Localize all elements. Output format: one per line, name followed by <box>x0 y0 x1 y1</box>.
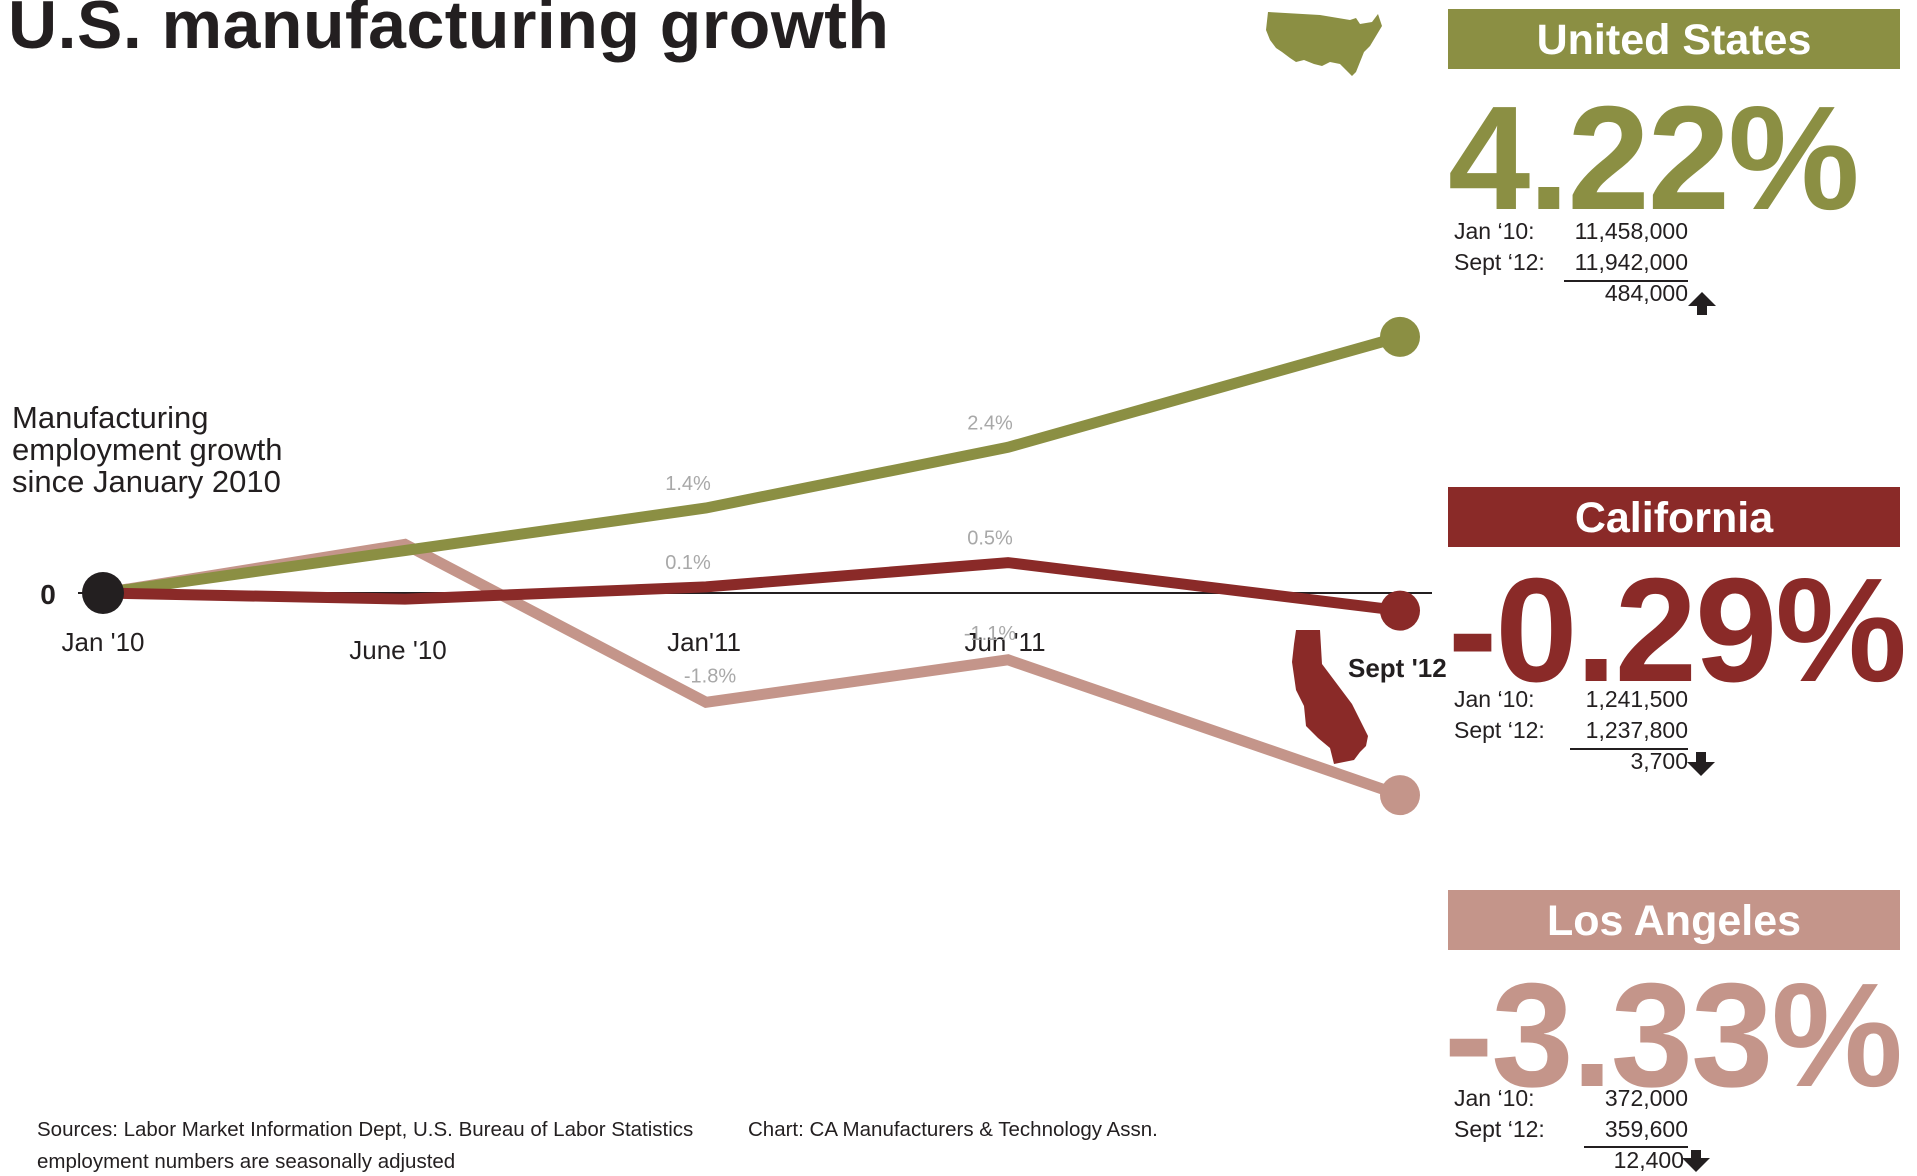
stat-value: 11,942,000 <box>1574 249 1688 275</box>
data-label: 0.1% <box>665 552 711 574</box>
stat-diff: 484,000 <box>1604 280 1688 306</box>
x-tick-label: Sept '12 <box>1348 653 1447 683</box>
panel-title: Los Angeles <box>1448 890 1900 950</box>
panel-title: California <box>1448 487 1900 547</box>
panel-title: United States <box>1448 9 1900 69</box>
panel-united-states: United States 4.22% Jan ‘10: 11,458,000 … <box>1448 9 1900 315</box>
arrow-stem <box>1691 1150 1701 1160</box>
zero-tick-label: 0 <box>40 579 56 610</box>
stat-value: 1,241,500 <box>1585 686 1688 712</box>
stat-diff: 3,700 <box>1630 748 1688 774</box>
panel-los-angeles: Los Angeles -3.33% <box>1444 890 1903 1110</box>
arrow-stem <box>1696 752 1706 762</box>
data-label: 0.5% <box>967 528 1013 550</box>
stat-value: 359,600 <box>1604 1116 1688 1142</box>
series-start-point <box>82 572 124 614</box>
california-map-icon <box>1292 630 1368 764</box>
x-tick-label: Jan'11 <box>667 627 741 657</box>
stat-label: Jan ‘10: <box>1454 218 1535 244</box>
series-end-point-ca <box>1380 590 1420 631</box>
stat-value: 11,458,000 <box>1574 218 1688 244</box>
data-label: -1.1% <box>964 623 1016 645</box>
us-map-icon <box>1266 12 1382 76</box>
sum-rule <box>1570 748 1688 750</box>
x-tick-label: Jan '10 <box>61 627 144 657</box>
x-tick-label: Jun '11 <box>964 627 1045 657</box>
series-line-ca <box>102 557 1401 617</box>
sum-rule <box>1584 1146 1688 1148</box>
x-tick-label: June '10 <box>349 635 447 665</box>
stat-value: 1,237,800 <box>1585 717 1688 743</box>
footer-note: employment numbers are seasonally adjust… <box>37 1150 456 1173</box>
stat-label: Sept ‘12: <box>1454 717 1545 743</box>
arrow-down-icon <box>1682 1158 1710 1172</box>
footer-credit: Chart: CA Manufacturers & Technology Ass… <box>748 1118 1158 1141</box>
stat-label: Jan ‘10: <box>1454 1085 1535 1111</box>
data-label: 1.4% <box>665 473 711 495</box>
percent-change: -3.33% <box>1444 953 1903 1118</box>
stats-block-los-angeles: Jan ‘10: 372,000 Sept ‘12: 359,600 12,40… <box>1454 1083 1714 1173</box>
arrow-up-icon <box>1688 292 1716 306</box>
stat-label: Sept ‘12: <box>1454 1116 1545 1142</box>
stat-value: 372,000 <box>1604 1085 1688 1111</box>
arrow-down-icon <box>1687 762 1715 776</box>
data-label: -1.8% <box>684 665 736 687</box>
footer-sources: Sources: Labor Market Information Dept, … <box>37 1118 694 1141</box>
data-label: 2.4% <box>967 412 1013 434</box>
stat-diff: 12,400 <box>1613 1147 1684 1173</box>
series-line-us <box>102 331 1402 599</box>
stat-label: Jan ‘10: <box>1454 686 1535 712</box>
stat-label: Sept ‘12: <box>1454 249 1545 275</box>
percent-change: 4.22% <box>1448 76 1860 241</box>
series-end-point-us <box>1380 316 1420 357</box>
y-axis-label: Manufacturing employment growth since Ja… <box>12 400 283 499</box>
sum-rule <box>1564 280 1688 282</box>
panel-california: California -0.29% <box>1448 487 1907 705</box>
stats-block-california: Jan ‘10: 1,241,500 Sept ‘12: 1,237,800 3… <box>1454 684 1714 784</box>
series-end-point-la <box>1380 775 1420 816</box>
arrow-stem <box>1697 305 1707 315</box>
page-title: U.S. manufacturing growth <box>8 0 890 63</box>
percent-change: -0.29% <box>1448 548 1907 713</box>
